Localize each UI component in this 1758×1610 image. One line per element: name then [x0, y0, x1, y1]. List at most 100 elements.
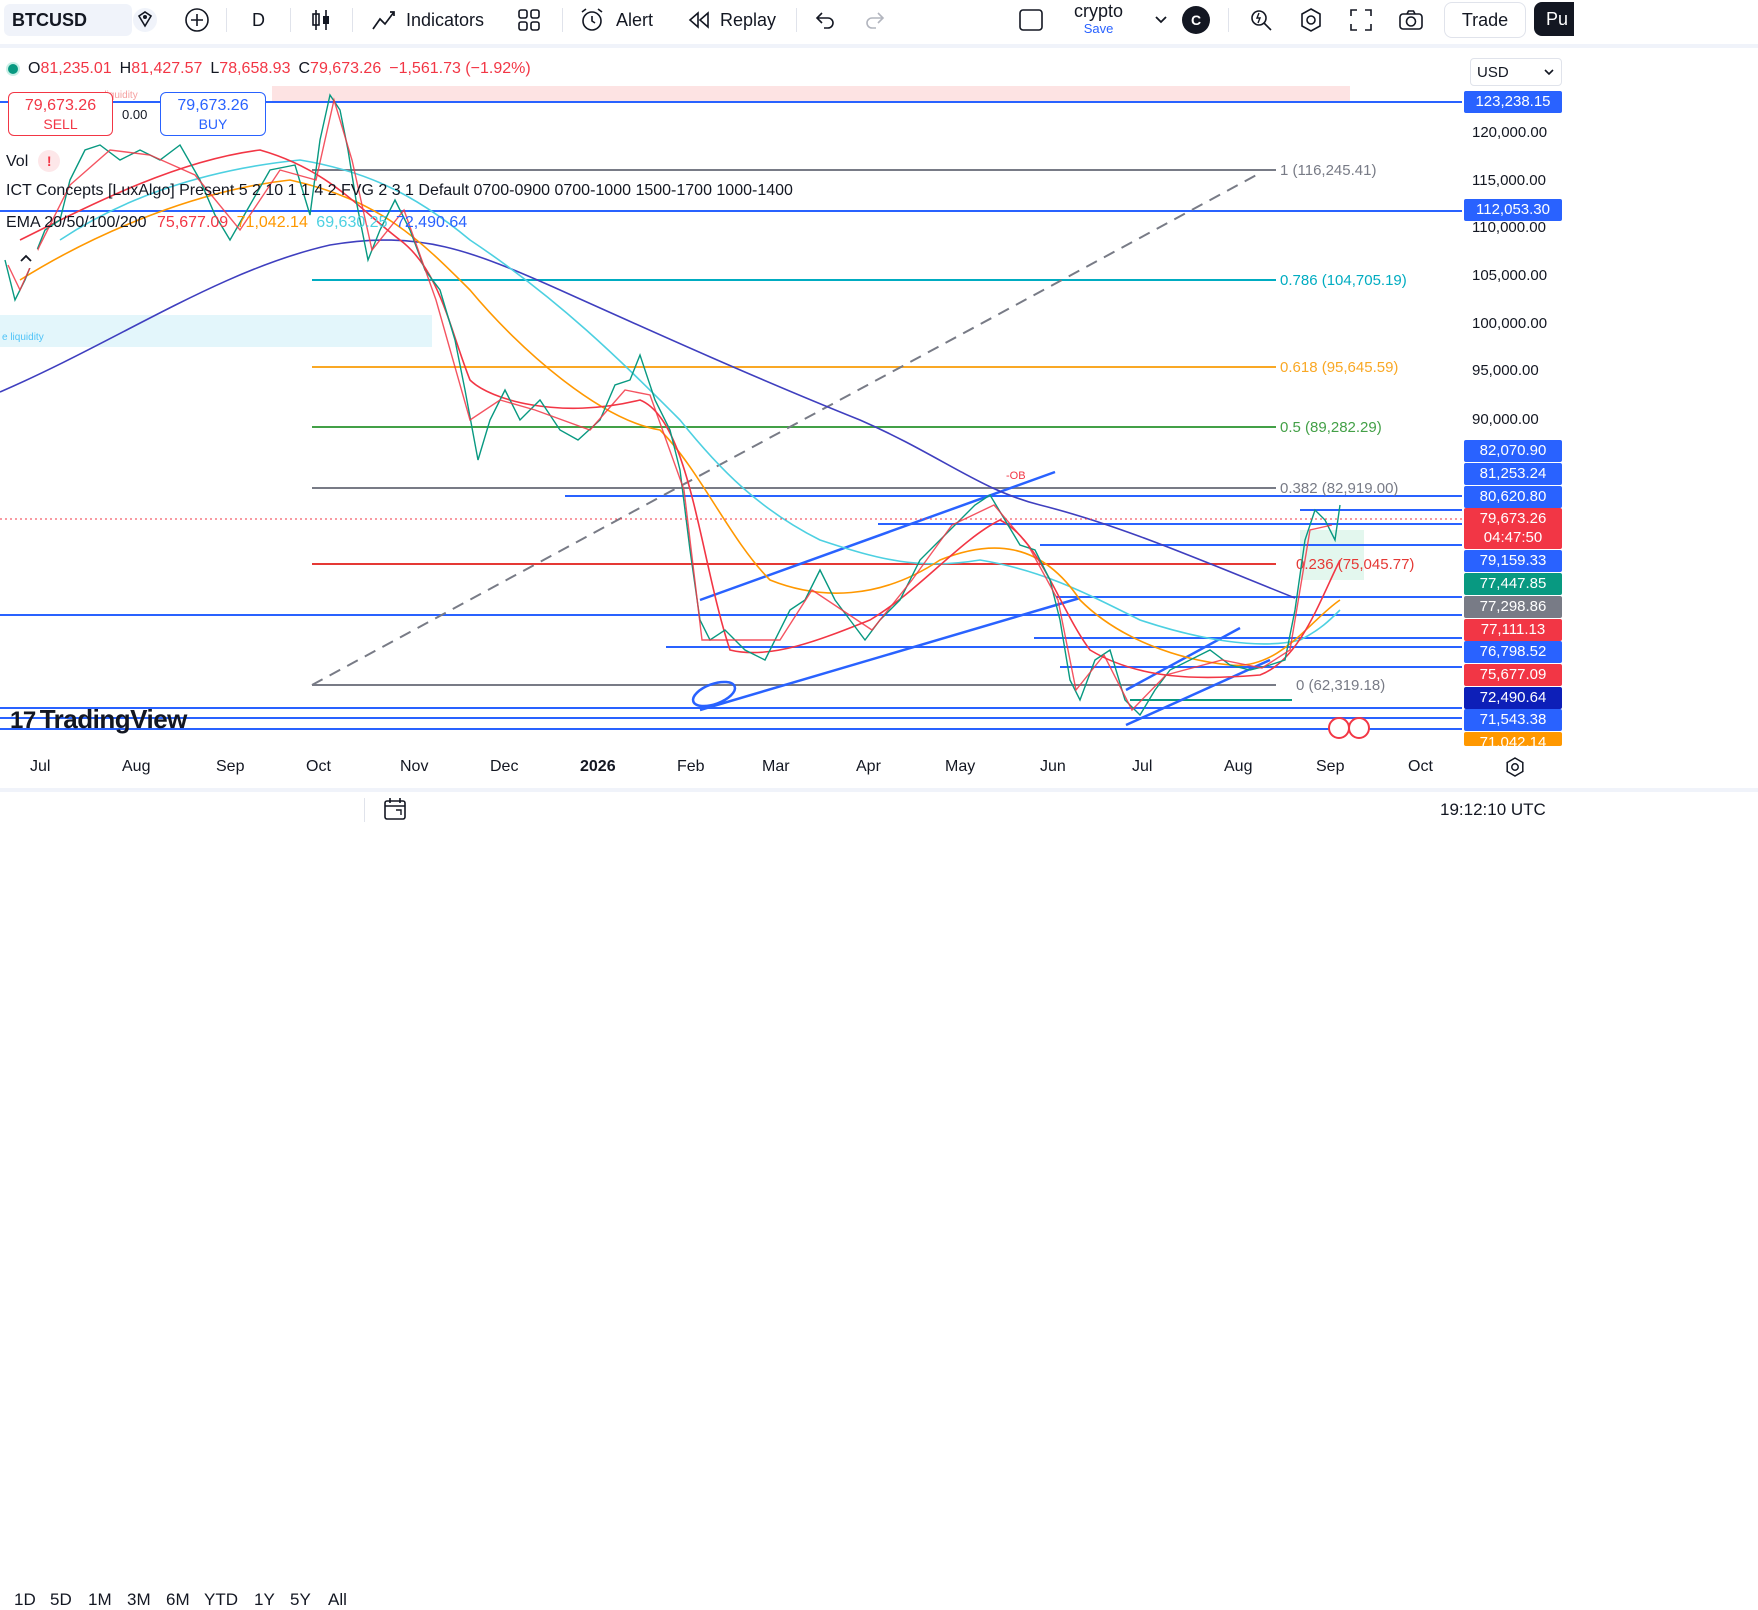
range-6m[interactable]: 6M: [166, 1590, 190, 1609]
alert-button[interactable]: Alert: [578, 4, 653, 36]
time-tick: Mar: [762, 758, 790, 775]
interval-button[interactable]: D: [252, 4, 265, 36]
range-5d[interactable]: 5D: [50, 1590, 72, 1609]
liquidity-zone-left: [0, 315, 432, 347]
indicators-button[interactable]: Indicators: [370, 4, 484, 36]
time-tick: Sep: [1316, 758, 1345, 775]
time-tick: Nov: [400, 758, 429, 775]
alert-label: Alert: [616, 9, 654, 30]
open-label: O: [28, 60, 41, 77]
price-label: 71,543.38: [1464, 709, 1562, 731]
tradingview-watermark: TradingView: [39, 704, 188, 734]
close-value: 79,673.26: [310, 60, 382, 77]
price-label: 77,298.86: [1464, 596, 1562, 618]
last-price-label: 79,673.26: [1464, 508, 1562, 530]
settings-icon[interactable]: [1294, 4, 1328, 36]
top-toolbar: BTCUSD D Indicators Alert Replay crypto …: [0, 0, 1758, 40]
range-ytd[interactable]: YTD: [204, 1590, 238, 1609]
toolbar-divider: [0, 44, 1758, 48]
time-axis[interactable]: [0, 750, 1758, 788]
price-tick: 110,000.00: [1472, 219, 1546, 236]
ema50-price-label: 71,042.14: [1464, 732, 1562, 746]
trend-channels: [691, 470, 1271, 727]
templates-icon[interactable]: [512, 4, 546, 36]
publish-button[interactable]: Pu: [1534, 2, 1574, 36]
ema200-price-label: 72,490.64: [1464, 687, 1562, 709]
volume-legend[interactable]: Vol!: [6, 150, 61, 172]
layout-badge[interactable]: C: [1182, 6, 1210, 34]
price-label: 77,447.85: [1464, 573, 1562, 595]
us-flag-icon[interactable]: [1328, 717, 1350, 739]
time-tick: Apr: [856, 758, 881, 775]
price-label: 76,798.52: [1464, 641, 1562, 663]
replay-label: Replay: [720, 9, 777, 30]
ema50-value: 71,042.14: [236, 214, 308, 231]
price-label: 81,253.24: [1464, 463, 1562, 485]
close-label: C: [298, 60, 311, 77]
market-open-icon: [6, 62, 20, 76]
ict-indicator-label: ICT Concepts [LuxAlgo] Present 5 2 10 1 …: [6, 182, 793, 199]
range-all[interactable]: All: [328, 1590, 347, 1609]
range-5y[interactable]: 5Y: [290, 1590, 311, 1609]
price-label: 80,620.80: [1464, 486, 1562, 508]
sell-label: SELL: [43, 116, 78, 132]
sell-button[interactable]: 79,673.26 SELL: [8, 92, 113, 136]
ict-legend[interactable]: ICT Concepts [LuxAlgo] Present 5 2 10 1 …: [6, 182, 793, 200]
buy-button[interactable]: 79,673.26 BUY: [160, 92, 266, 136]
sell-price: 79,673.26: [24, 97, 97, 114]
low-value: 78,658.93: [219, 60, 291, 77]
compare-icon[interactable]: [128, 4, 162, 36]
replay-button[interactable]: Replay: [686, 4, 776, 36]
candles-icon[interactable]: [304, 4, 338, 36]
price-tick: 115,000.00: [1472, 172, 1546, 189]
us-flag-icon[interactable]: [1348, 717, 1370, 739]
range-1m[interactable]: 1M: [88, 1590, 112, 1609]
redo-icon[interactable]: [858, 4, 892, 36]
undo-icon[interactable]: [808, 4, 842, 36]
price-label: 79,159.33: [1464, 550, 1562, 572]
time-axis-settings-icon[interactable]: [1504, 756, 1526, 783]
warning-icon[interactable]: !: [38, 150, 61, 172]
range-1d[interactable]: 1D: [14, 1590, 36, 1609]
fib-label-0382: 0.382 (82,919.00): [1280, 480, 1398, 497]
clock-utc[interactable]: 19:12:10 UTC: [1440, 800, 1546, 819]
price-tick: 120,000.00: [1472, 124, 1548, 141]
publish-label: Pu: [1546, 8, 1569, 29]
add-symbol-icon[interactable]: [180, 4, 214, 36]
buy-price: 79,673.26: [177, 97, 249, 114]
trade-button[interactable]: Trade: [1444, 2, 1526, 38]
time-tick: Sep: [216, 758, 245, 775]
ema20-price-label: 75,677.09: [1464, 664, 1562, 686]
price-label: 82,070.90: [1464, 440, 1562, 462]
tradingview-logo: 17 TradingView: [10, 704, 187, 735]
chevron-down-icon[interactable]: [1144, 4, 1178, 36]
symbol-label: BTCUSD: [12, 9, 87, 30]
order-block-label: -OB: [1006, 470, 1026, 482]
low-label: L: [210, 60, 220, 77]
currency-label: USD: [1477, 63, 1509, 81]
ema200-value: 72,490.64: [395, 214, 468, 231]
ema-legend[interactable]: EMA 20/50/100/200 75,677.09 71,042.14 69…: [6, 214, 467, 232]
fib-label-0236: 0.236 (75,045.77): [1296, 556, 1414, 573]
calendar-icon[interactable]: [382, 796, 408, 827]
currency-select[interactable]: USD: [1470, 58, 1562, 86]
fvg-zone: [1300, 530, 1364, 580]
fullscreen-icon[interactable]: [1344, 4, 1378, 36]
time-tick: Aug: [1224, 758, 1253, 775]
symbol-search[interactable]: BTCUSD: [4, 4, 132, 36]
price-chart[interactable]: e liquidity e liquidity 1 (116,245.41) 0…: [0, 50, 1462, 750]
layout-name[interactable]: crypto Save: [1074, 2, 1123, 38]
layout-square-icon[interactable]: [1014, 4, 1048, 36]
trade-label: Trade: [1461, 9, 1509, 30]
tv-logo-icon: 17: [10, 707, 36, 734]
range-1y[interactable]: 1Y: [254, 1590, 275, 1609]
buy-label: BUY: [198, 116, 228, 132]
camera-icon[interactable]: [1394, 4, 1428, 36]
quick-search-icon[interactable]: [1244, 4, 1278, 36]
ema20-value: 75,677.09: [157, 214, 229, 231]
collapse-legend-chevron-up-icon[interactable]: [14, 248, 38, 268]
price-tick: 90,000.00: [1472, 411, 1539, 428]
time-tick: Oct: [306, 758, 331, 775]
time-tick: Oct: [1408, 758, 1433, 775]
range-3m[interactable]: 3M: [127, 1590, 151, 1609]
